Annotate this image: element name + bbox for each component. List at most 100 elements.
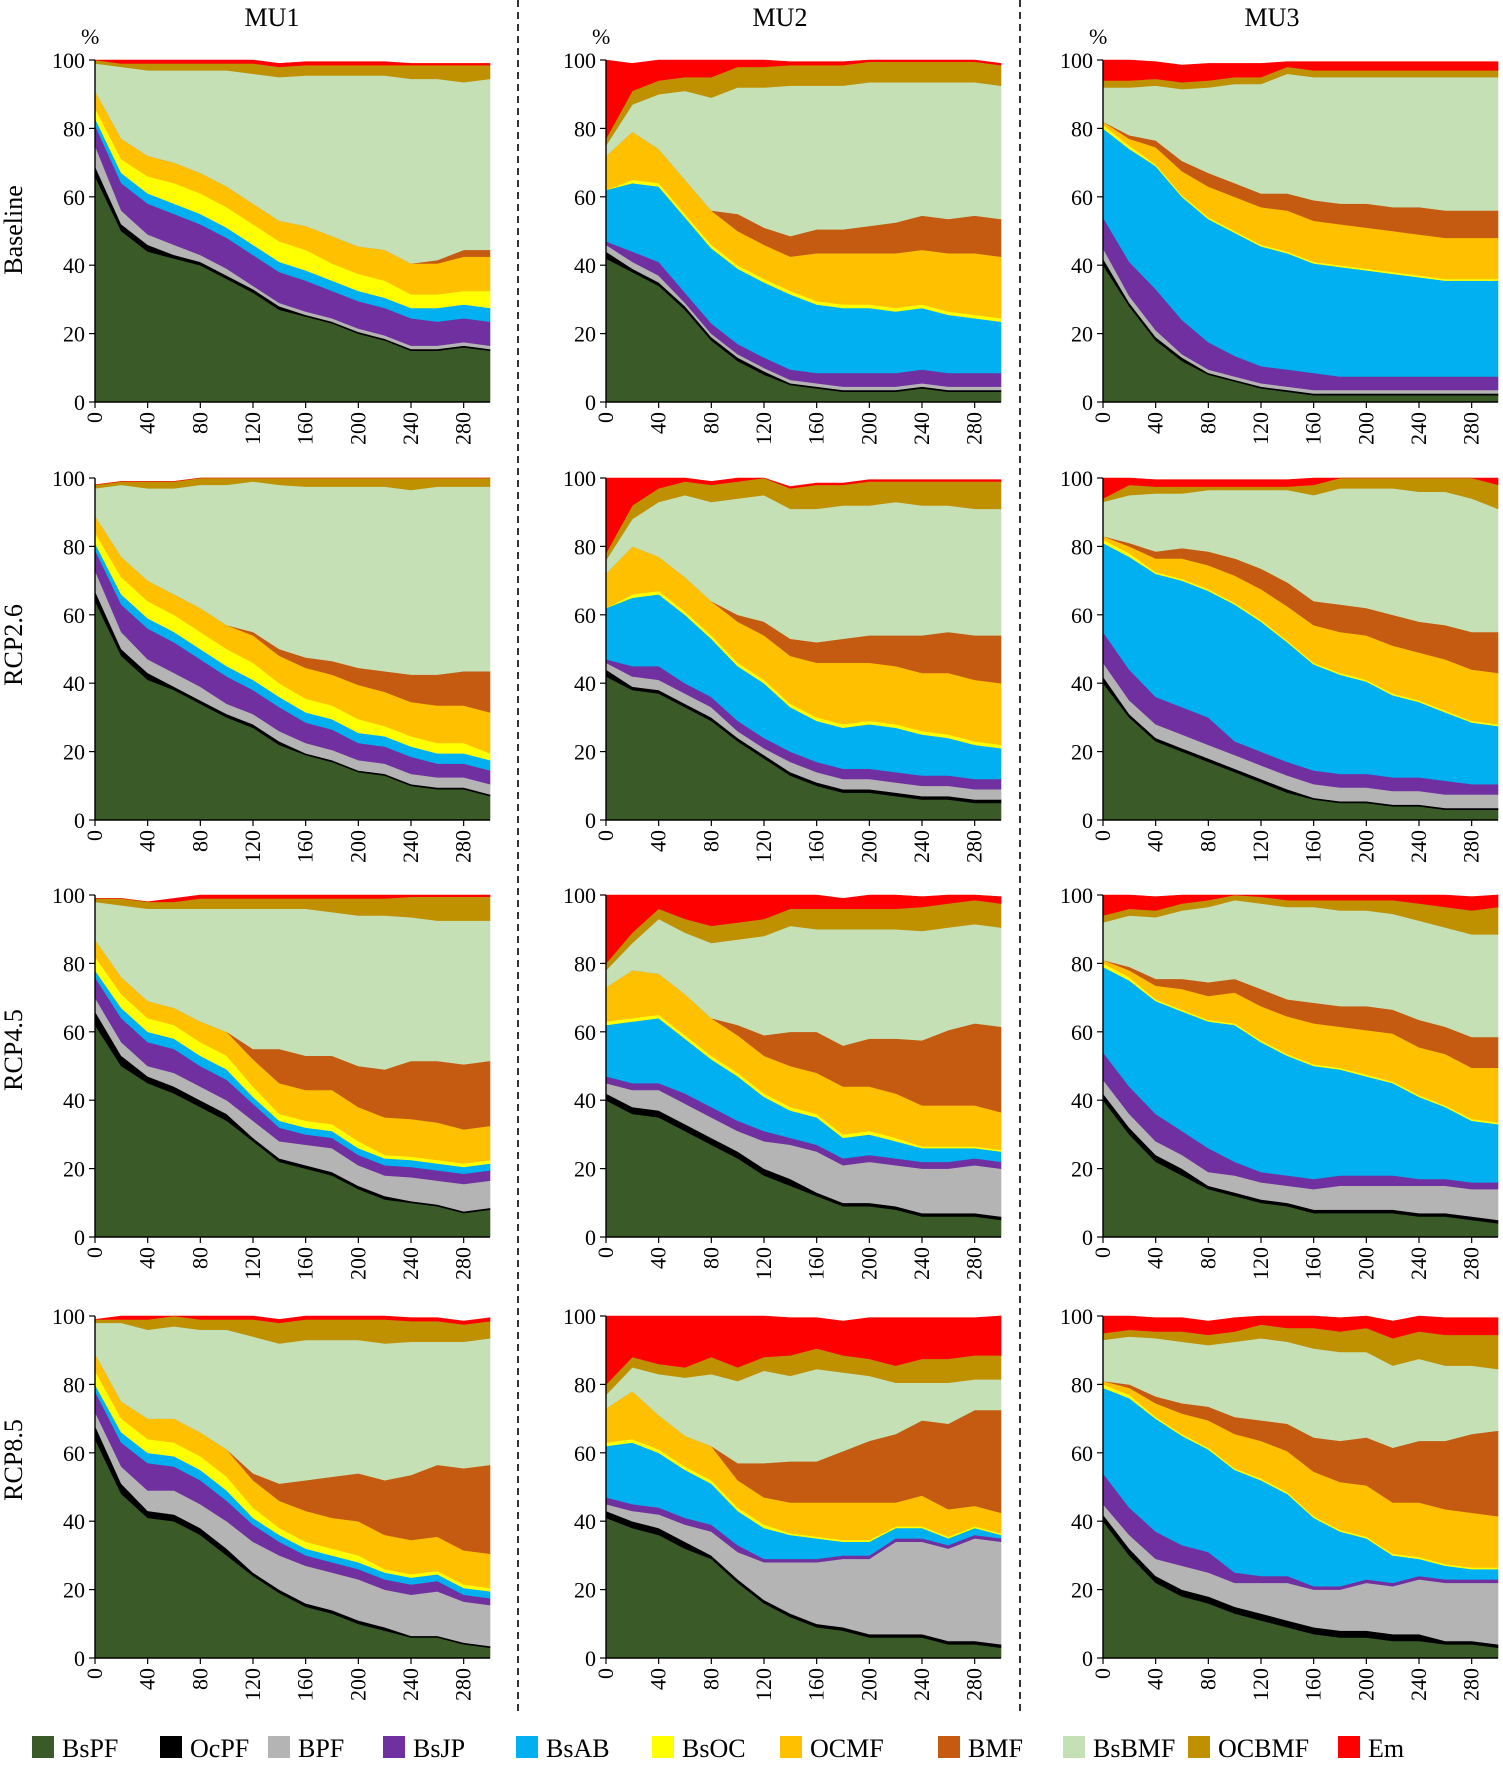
x-tick-label: 160 (1301, 412, 1326, 445)
y-tick-label: 20 (1071, 1157, 1093, 1182)
legend-label: BsBMF (1093, 1734, 1175, 1763)
area-em (1102, 1315, 1499, 1339)
x-tick-label: 0 (1090, 830, 1115, 841)
legend-label: BsAB (546, 1734, 610, 1763)
y-tick-label: 60 (63, 1020, 85, 1045)
x-tick-label: 240 (1406, 1247, 1431, 1280)
x-tick-label: 160 (804, 412, 829, 445)
y-tick-label: 20 (1071, 740, 1093, 765)
y-tick-label: 40 (1071, 1509, 1093, 1534)
y-tick-label: 80 (63, 534, 85, 559)
x-tick-label: 120 (751, 1668, 776, 1701)
x-tick-label: 120 (240, 1668, 265, 1701)
x-tick-label: 240 (398, 412, 423, 445)
y-unit-label: % (592, 24, 610, 49)
x-tick-label: 0 (593, 830, 618, 841)
area-em (1102, 894, 1499, 916)
x-tick-label: 40 (1143, 1668, 1168, 1690)
y-tick-label: 0 (74, 1225, 85, 1250)
x-tick-label: 120 (1248, 412, 1273, 445)
y-tick-label: 40 (574, 1509, 596, 1534)
x-tick-label: 280 (451, 830, 476, 863)
row-titles: Baseline RCP2.6 RCP4.5 RCP8.5 (0, 185, 28, 1501)
column-title-mu2: MU2 (753, 3, 808, 32)
y-tick-label: 80 (63, 1372, 85, 1397)
x-tick-label: 80 (698, 1247, 723, 1269)
x-tick-label: 0 (593, 412, 618, 423)
y-tick-label: 60 (63, 185, 85, 210)
column-title-mu3: MU3 (1245, 3, 1300, 32)
x-tick-label: 40 (1143, 830, 1168, 852)
y-tick-label: 0 (585, 808, 596, 833)
y-tick-label: 80 (574, 1372, 596, 1397)
y-tick-label: 40 (1071, 1088, 1093, 1113)
x-tick-label: 80 (1195, 412, 1220, 434)
legend-label: OCMF (810, 1734, 884, 1763)
x-tick-label: 200 (345, 1668, 370, 1701)
panel-mu1-rcp85: 0 20 40 60 80 100 0 40 80 120 160 200 240 280 (52, 1304, 491, 1701)
y-tick-label: 100 (52, 48, 85, 73)
x-tick-label: 0 (82, 1247, 107, 1258)
y-tick-label: 60 (574, 1020, 596, 1045)
column-titles: MU1 MU2 MU3 (245, 3, 1300, 32)
x-tick-label: 120 (1248, 830, 1273, 863)
y-tick-label: 0 (74, 808, 85, 833)
legend-swatch (516, 1736, 538, 1758)
y-tick-label: 40 (63, 1088, 85, 1113)
y-tick-label: 60 (1071, 603, 1093, 628)
y-tick-label: 0 (74, 390, 85, 415)
y-tick-label: 60 (1071, 1020, 1093, 1045)
legend-item-bspf: BsPF (32, 1734, 118, 1763)
legend-label: BMF (968, 1734, 1023, 1763)
area-em (1102, 59, 1499, 83)
x-tick-label: 80 (1195, 1668, 1220, 1690)
legend-item-bpf: BPF (268, 1734, 344, 1763)
x-tick-label: 280 (962, 1247, 987, 1280)
legend-swatch (652, 1736, 674, 1758)
x-tick-label: 160 (293, 1668, 318, 1701)
x-tick-label: 80 (698, 1668, 723, 1690)
legend-swatch (32, 1736, 54, 1758)
x-tick-label: 80 (187, 1668, 212, 1690)
x-tick-label: 160 (1301, 1668, 1326, 1701)
x-tick-label: 40 (135, 1247, 160, 1269)
x-tick-label: 160 (293, 412, 318, 445)
x-tick-label: 280 (451, 412, 476, 445)
x-tick-label: 200 (856, 412, 881, 445)
y-tick-label: 20 (574, 1157, 596, 1182)
legend-swatch (1338, 1736, 1360, 1758)
panel-mu1-baseline: 0 20 40 60 80 100 0 40 80 120 160 200 240 280% (52, 24, 491, 445)
x-tick-label: 240 (1406, 412, 1431, 445)
x-tick-label: 200 (1353, 412, 1378, 445)
legend-swatch (1188, 1736, 1210, 1758)
y-tick-label: 80 (574, 951, 596, 976)
x-tick-label: 0 (593, 1247, 618, 1258)
y-tick-label: 100 (563, 883, 596, 908)
x-tick-label: 40 (135, 412, 160, 434)
y-tick-label: 20 (63, 1157, 85, 1182)
x-tick-label: 80 (1195, 830, 1220, 852)
legend-label: Em (1368, 1734, 1404, 1763)
x-tick-label: 120 (240, 1247, 265, 1280)
x-tick-label: 120 (751, 830, 776, 863)
x-tick-label: 160 (1301, 830, 1326, 863)
y-tick-label: 100 (1060, 1304, 1093, 1329)
legend-item-ocmf: OCMF (780, 1734, 884, 1763)
row-title-rcp26: RCP2.6 (0, 604, 28, 686)
x-tick-label: 160 (293, 1247, 318, 1280)
y-tick-label: 0 (1082, 1225, 1093, 1250)
x-tick-label: 280 (962, 1668, 987, 1701)
y-tick-label: 0 (1082, 390, 1093, 415)
x-tick-label: 40 (135, 830, 160, 852)
x-tick-label: 240 (909, 1668, 934, 1701)
row-title-rcp45: RCP4.5 (0, 1009, 28, 1091)
legend-label: OcPF (190, 1734, 249, 1763)
x-tick-label: 120 (1248, 1668, 1273, 1701)
legend-label: OCBMF (1218, 1734, 1309, 1763)
y-tick-label: 40 (63, 671, 85, 696)
y-tick-label: 100 (52, 1304, 85, 1329)
y-tick-label: 40 (574, 253, 596, 278)
x-tick-label: 240 (909, 412, 934, 445)
x-tick-label: 40 (646, 412, 671, 434)
legend-item-bmf: BMF (938, 1734, 1023, 1763)
